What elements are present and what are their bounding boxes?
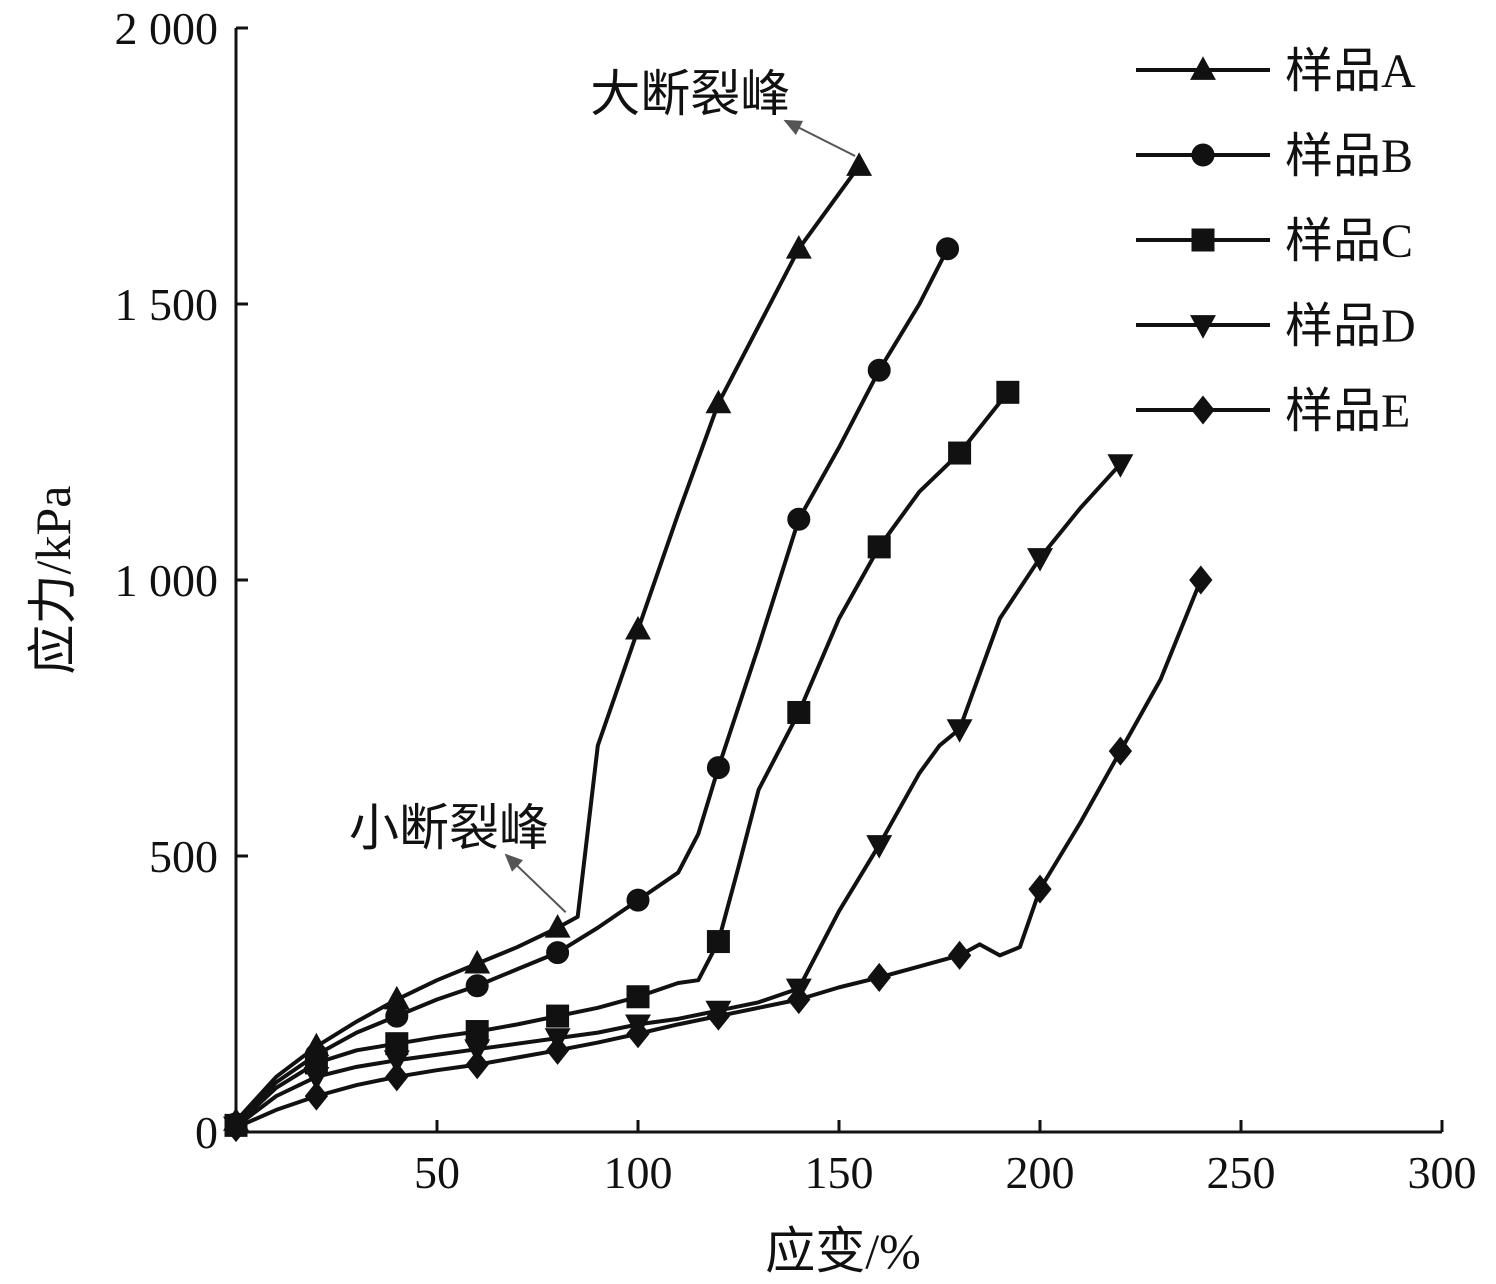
series-line	[234, 247, 950, 1126]
legend-marker	[1191, 395, 1215, 425]
series-line	[235, 579, 1203, 1130]
legend-item: 样品C	[1136, 215, 1413, 268]
data-point	[948, 441, 972, 465]
y-tick-label: 2 000	[115, 3, 219, 54]
annotation-label: 大断裂峰	[590, 66, 790, 122]
legend-label: 样品B	[1285, 130, 1413, 183]
data-point	[544, 914, 571, 938]
y-tick-label: 500	[149, 831, 218, 882]
data-point	[625, 615, 651, 640]
series-3	[224, 380, 1020, 1137]
series-line	[234, 391, 1010, 1127]
data-point	[867, 962, 891, 992]
annotation-label: 小断裂峰	[349, 800, 549, 856]
data-point	[385, 1062, 409, 1092]
data-point	[846, 152, 873, 176]
data-point	[626, 1019, 650, 1049]
data-point	[385, 1004, 409, 1028]
series-1	[223, 152, 873, 1131]
data-point	[465, 1020, 489, 1044]
data-point	[787, 984, 811, 1015]
data-point	[1028, 874, 1052, 904]
legend-marker	[1191, 143, 1215, 167]
x-tick-label: 250	[1207, 1147, 1276, 1198]
data-point	[626, 888, 650, 912]
x-tick-label: 50	[414, 1147, 460, 1198]
data-point	[867, 358, 891, 382]
data-point	[465, 974, 489, 998]
data-point	[996, 380, 1020, 404]
legend-item: 样品E	[1136, 385, 1410, 438]
legend: 样品A 样品B 样品C 样品D 样品E	[1136, 45, 1416, 438]
data-point	[224, 1113, 248, 1143]
data-point	[383, 1050, 410, 1074]
series-layer	[223, 152, 1213, 1143]
legend-item: 样品B	[1136, 130, 1413, 183]
data-point	[705, 389, 732, 414]
data-point	[787, 700, 811, 724]
data-point	[545, 1035, 570, 1065]
data-point	[546, 941, 570, 965]
data-point	[304, 1081, 329, 1111]
y-tick-label: 1 500	[115, 279, 219, 330]
data-point	[785, 235, 812, 259]
ticks: 50 100 150 200 250 300 0 500 1 000 1 500 2 000	[115, 3, 1477, 1198]
data-point	[866, 835, 893, 859]
data-point	[706, 1001, 731, 1031]
data-point	[947, 940, 972, 970]
data-point	[706, 756, 730, 780]
series-2	[224, 237, 960, 1136]
data-point	[936, 237, 960, 261]
y-axis-title: 应力/kPa	[25, 486, 81, 675]
series-4	[223, 454, 1134, 1141]
legend-marker	[1190, 315, 1216, 339]
annotation-arrow	[783, 119, 856, 157]
annotation-arrow	[504, 853, 567, 913]
x-axis-title: 应变/%	[765, 1223, 921, 1279]
legend-marker	[1191, 228, 1215, 252]
data-point	[546, 1004, 570, 1028]
x-tick-label: 300	[1408, 1147, 1477, 1198]
data-point	[464, 949, 491, 974]
legend-label: 样品A	[1285, 45, 1416, 98]
data-point	[867, 535, 891, 559]
legend-item: 样品D	[1136, 300, 1416, 353]
data-point	[1027, 548, 1053, 572]
legend-label: 样品C	[1285, 215, 1413, 268]
series-line	[234, 164, 861, 1123]
data-point	[303, 1066, 330, 1091]
y-tick-label: 0	[195, 1107, 218, 1158]
legend-label: 样品E	[1285, 385, 1410, 438]
legend-label: 样品D	[1285, 300, 1416, 353]
data-point	[1107, 454, 1134, 478]
data-point	[946, 719, 973, 743]
y-tick-label: 1 000	[115, 555, 219, 606]
legend-marker	[1190, 56, 1216, 80]
x-tick-label: 100	[604, 1147, 673, 1198]
data-point	[465, 1050, 489, 1080]
x-tick-label: 150	[805, 1147, 874, 1198]
data-point	[1189, 565, 1213, 595]
series-5	[224, 565, 1213, 1143]
data-point	[706, 930, 730, 954]
data-point	[626, 985, 650, 1009]
x-tick-label: 200	[1006, 1147, 1075, 1198]
data-point	[787, 507, 811, 531]
data-point	[1108, 736, 1133, 766]
legend-item: 样品A	[1136, 45, 1416, 98]
